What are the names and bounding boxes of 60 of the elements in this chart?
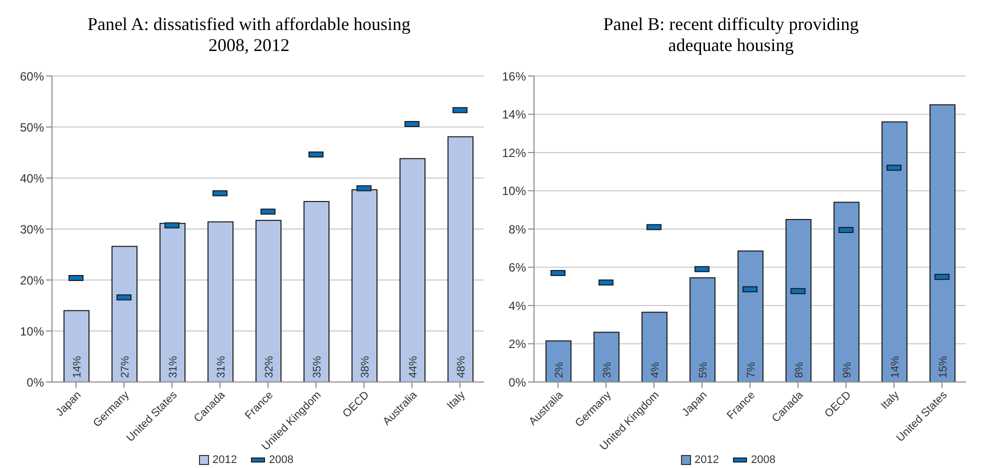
bar [738,250,764,382]
y-tick-label: 16% [502,69,526,84]
bar [256,220,282,382]
data-label: 31% [168,356,180,378]
legend-label: 2008 [750,454,776,466]
data-label: 32% [264,356,276,378]
bar [304,200,330,382]
bar [208,221,234,382]
y-tick-label: 20% [20,273,44,288]
y-tick-label: 0% [508,375,526,390]
data-label: 15% [938,356,950,378]
data-label: 4% [650,362,662,378]
data-label: 44% [408,356,420,378]
x-tick-label: Italy [444,388,468,412]
chart-title: Panel A: dissatisfied with affordable housing 2008, 2012 [86,13,412,57]
y-tick-label: 12% [502,146,526,160]
data-label: 48% [456,356,468,378]
y-tick-label: 6% [508,260,526,275]
y-tick-label: 10% [20,324,44,338]
y-tick-label: 60% [20,69,44,84]
y-tick-label: 50% [20,120,44,134]
legend-label: 2008 [268,454,294,466]
legend-label: 2012 [212,454,237,466]
bar [930,104,956,382]
legend-label: 2012 [694,454,719,466]
data-label: 38% [360,356,372,378]
data-label: 14% [890,356,902,378]
y-tick-label: 30% [20,222,44,236]
bar [352,189,378,382]
x-tick-label: Italy [878,388,902,412]
bar [882,121,908,382]
data-label: 27% [120,356,132,378]
bar [64,310,90,382]
data-label: 9% [842,362,854,378]
bar [448,136,474,382]
bar [400,158,426,382]
data-label: 35% [312,356,324,378]
y-tick-label: 0% [26,375,44,390]
data-label: 31% [216,356,228,378]
y-tick-label: 14% [502,108,526,122]
bar [642,312,668,382]
y-tick-label: 8% [508,222,526,236]
y-tick-label: 2% [508,337,526,352]
y-tick-label: 4% [508,298,526,313]
data-label: 5% [698,362,710,378]
data-label: 8% [794,362,806,378]
bar [160,222,186,382]
y-tick-label: 40% [20,171,44,186]
data-label: 7% [746,362,758,378]
data-label: 3% [602,362,614,378]
chart-title: Panel B: recent difficulty providing adequate housing [602,13,860,57]
data-label: 14% [72,356,84,378]
y-tick-label: 10% [502,184,526,198]
data-label: 2% [554,362,566,378]
bar [786,218,812,382]
bar [112,246,138,382]
bar [594,332,620,382]
bar [546,340,572,382]
bar [834,202,860,382]
bar [690,277,716,382]
